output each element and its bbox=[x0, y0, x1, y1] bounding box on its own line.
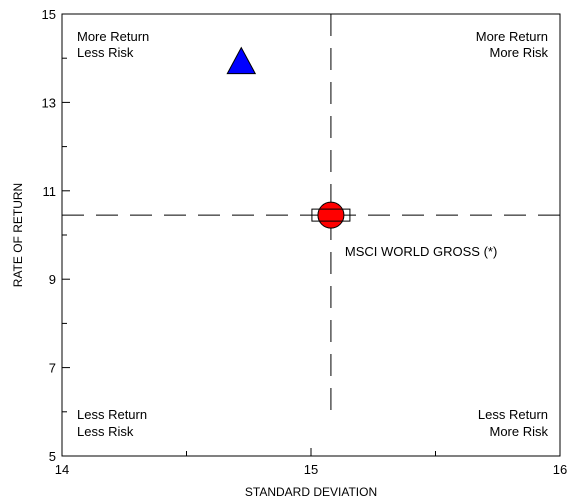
x-tick-label: 15 bbox=[304, 462, 318, 477]
quadrant-label-bottom-right-line1: Less Return bbox=[478, 407, 548, 422]
data-point-circle bbox=[317, 201, 345, 229]
quadrant-label-top-left-line2: Less Risk bbox=[77, 45, 134, 60]
reference-lines bbox=[62, 14, 560, 420]
y-axis-label: RATE OF RETURN bbox=[11, 183, 25, 287]
axis-ticks: 14 15 16 5 7 9 11 13 15 bbox=[42, 7, 568, 477]
quadrant-label-top-left-line1: More Return bbox=[77, 29, 149, 44]
quadrant-label-bottom-right-line2: More Risk bbox=[489, 424, 548, 439]
y-tick-label: 7 bbox=[49, 361, 56, 376]
quadrant-label-bottom-left-line1: Less Return bbox=[77, 407, 147, 422]
quadrant-label-top-right-line1: More Return bbox=[476, 29, 548, 44]
data-points: MSCI WORLD GROSS (*) bbox=[226, 46, 497, 259]
plot-frame bbox=[61, 13, 561, 457]
y-tick-label: 13 bbox=[42, 95, 56, 110]
x-axis-label: STANDARD DEVIATION bbox=[245, 485, 377, 499]
y-tick-label: 5 bbox=[49, 449, 56, 464]
x-tick-label: 16 bbox=[553, 462, 567, 477]
quadrant-label-top-right-line2: More Risk bbox=[489, 45, 548, 60]
y-tick-label: 15 bbox=[42, 7, 56, 22]
data-point-label: MSCI WORLD GROSS (*) bbox=[345, 244, 497, 259]
data-point-triangle bbox=[226, 46, 257, 75]
data-point-rectangle bbox=[311, 208, 351, 222]
y-tick-label: 11 bbox=[43, 184, 57, 199]
x-tick-label: 14 bbox=[55, 462, 69, 477]
y-tick-label: 9 bbox=[49, 272, 56, 287]
quadrant-label-bottom-left-line2: Less Risk bbox=[77, 424, 134, 439]
